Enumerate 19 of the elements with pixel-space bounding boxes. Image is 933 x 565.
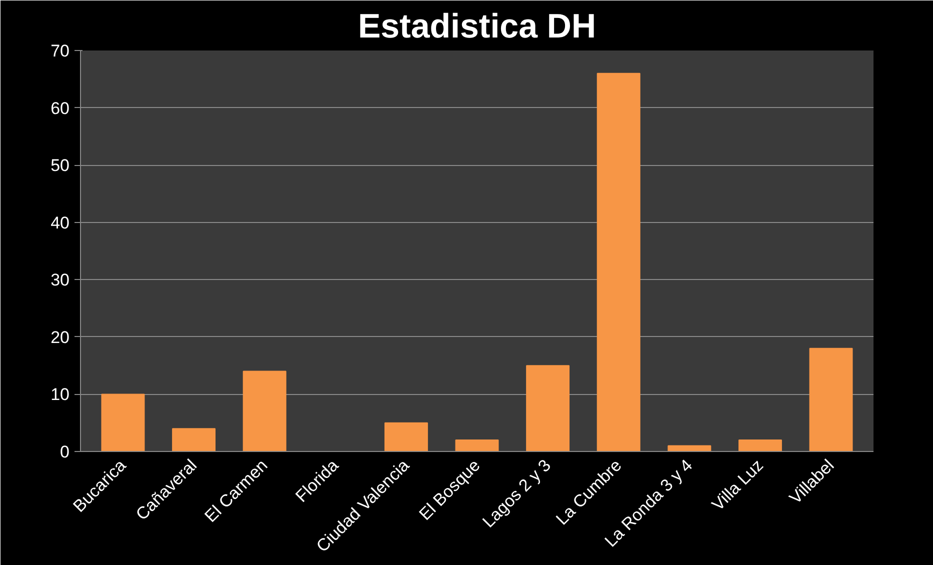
x-tick-label: Villa Luz: [708, 456, 767, 514]
y-tick-label: 10: [50, 385, 70, 404]
y-tick-label: 50: [50, 156, 70, 176]
bar: [455, 440, 499, 452]
bar: [526, 365, 570, 452]
bar: [738, 440, 782, 452]
bar: [809, 348, 853, 452]
bar: [101, 394, 145, 452]
bar: [384, 422, 428, 452]
bar: [242, 370, 286, 452]
y-tick-label: 0: [60, 442, 70, 462]
y-tick-label: 60: [50, 98, 70, 118]
chart-title: Estadistica DH: [358, 8, 596, 46]
y-tick-label: 20: [50, 328, 70, 347]
bar: [172, 428, 216, 452]
y-tick-label: 70: [50, 42, 70, 60]
y-tick-label: 40: [50, 213, 70, 232]
bar: [596, 72, 640, 452]
y-tick-label: 30: [50, 270, 70, 290]
